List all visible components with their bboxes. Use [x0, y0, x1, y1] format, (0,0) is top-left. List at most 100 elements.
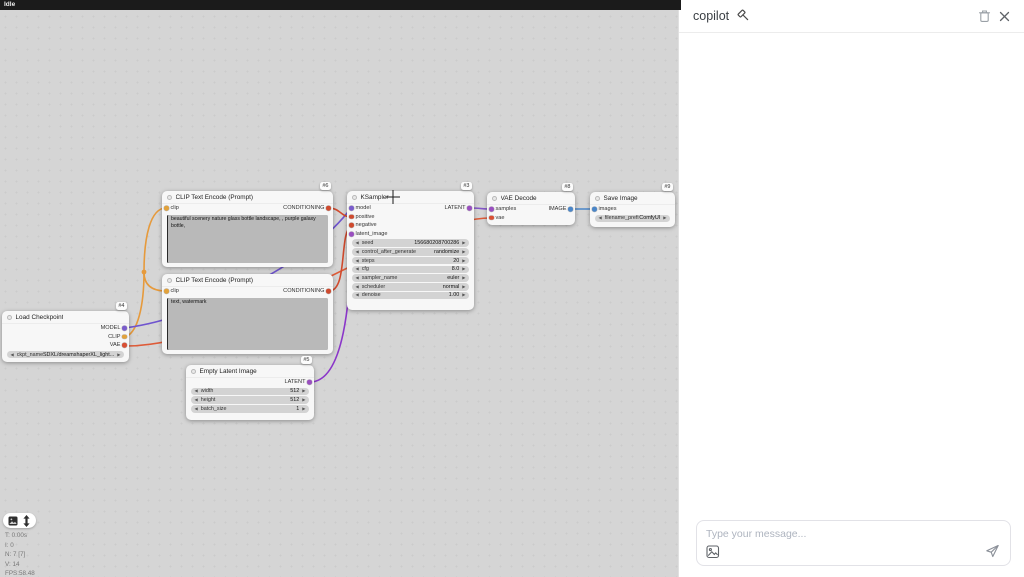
node-clip-text-encode-prompt[interactable]: #6 CLIP Text Encode (Prompt) clip CONDITION… [162, 181, 333, 267]
collapse-icon[interactable] [167, 277, 172, 283]
decrement-arrow-icon[interactable]: ◀ [355, 248, 359, 254]
prompt-textarea[interactable]: beautiful scenery nature glass bottle la… [167, 214, 328, 263]
message-input-box[interactable] [696, 520, 1011, 566]
input-slot-label: model [355, 205, 371, 212]
node-title-bar[interactable]: VAE Decode [487, 192, 575, 205]
widget-filename-prefix[interactable]: ◀ filename_prefix ComfyUI ▶ [595, 214, 670, 223]
output-slot-label: CLIP [108, 333, 121, 340]
widget-width[interactable]: ◀ width 512 ▶ [191, 387, 309, 396]
decrement-arrow-icon[interactable]: ◀ [194, 397, 198, 403]
decrement-arrow-icon[interactable]: ◀ [194, 405, 198, 411]
collapse-icon[interactable] [7, 314, 12, 320]
decrement-arrow-icon[interactable]: ◀ [194, 388, 198, 394]
input-slot-dot[interactable] [164, 289, 169, 294]
node-title-bar[interactable]: Save Image [590, 192, 675, 205]
widget-ckpt-name[interactable]: ◀ ckpt_name SDXL/dreamshaperXL_light... ▶ [7, 350, 124, 359]
collapse-icon[interactable] [595, 195, 600, 201]
canvas-toolbar [3, 513, 36, 528]
increment-arrow-icon[interactable]: ▶ [462, 257, 466, 263]
decrement-arrow-icon[interactable]: ◀ [355, 292, 359, 298]
node-id-badge: #9 [661, 182, 673, 191]
increment-arrow-icon[interactable]: ▶ [302, 405, 306, 411]
node-empty-latent-image[interactable]: #5 Empty Latent Image LATENT ◀ width 512 ▶ ◀ hei… [186, 355, 314, 420]
input-slot-label: clip [170, 288, 179, 295]
decrement-arrow-icon[interactable]: ◀ [598, 215, 602, 221]
widget-batch-size[interactable]: ◀ batch_size 1 ▶ [191, 405, 309, 413]
widget-control-after-generate[interactable]: ◀ control_after_generate randomize ▶ [352, 248, 469, 256]
output-slot-dot[interactable] [122, 326, 127, 331]
increment-arrow-icon[interactable]: ▶ [462, 292, 466, 298]
input-slot-dot[interactable] [349, 214, 354, 220]
widget-seed[interactable]: ◀ seed 156680208700286 ▶ [352, 239, 469, 248]
copilot-title: copilot [693, 9, 730, 23]
widget-denoise[interactable]: ◀ denoise 1.00 ▶ [352, 291, 469, 300]
increment-arrow-icon[interactable]: ▶ [462, 266, 466, 272]
collapse-icon[interactable] [191, 368, 196, 374]
node-title-bar[interactable]: Load Checkpoint [2, 311, 129, 324]
output-slot-dot[interactable] [326, 206, 331, 211]
input-slot-dot[interactable] [349, 206, 354, 211]
input-slot-label: negative [355, 222, 377, 229]
collapse-icon[interactable] [167, 194, 172, 200]
send-icon[interactable] [985, 544, 1000, 558]
output-slot-dot[interactable] [122, 334, 127, 340]
input-slot-dot[interactable] [164, 206, 169, 211]
input-slot-dot[interactable] [349, 223, 354, 228]
increment-arrow-icon[interactable]: ▶ [462, 240, 466, 246]
stat-time: T: 0.00s [5, 532, 28, 539]
widget-label: filename_prefix [604, 215, 640, 222]
increment-arrow-icon[interactable]: ▶ [462, 283, 466, 289]
input-slot-dot[interactable] [489, 215, 494, 221]
output-slot-dot[interactable] [568, 207, 573, 212]
increment-arrow-icon[interactable]: ▶ [302, 397, 306, 403]
message-input[interactable] [706, 526, 1001, 542]
fit-view-arrows-icon[interactable] [22, 514, 31, 527]
image-preview-toggle-icon[interactable] [8, 516, 18, 526]
widget-scheduler[interactable]: ◀ scheduler normal ▶ [352, 282, 469, 291]
node-save-image[interactable]: #9 Save Image images ◀ filename_prefix ComfyU… [590, 182, 675, 227]
widget-sampler-name[interactable]: ◀ sampler_name euler ▶ [352, 274, 469, 282]
increment-arrow-icon[interactable]: ▶ [462, 248, 466, 254]
increment-arrow-icon[interactable]: ▶ [462, 274, 466, 280]
collapse-icon[interactable] [492, 195, 497, 201]
node-title-bar[interactable]: CLIP Text Encode (Prompt) [162, 191, 333, 204]
input-slot-dot[interactable] [592, 207, 597, 212]
node-clip-text-encode-prompt[interactable]: CLIP Text Encode (Prompt) clip CONDITIONIN… [162, 274, 333, 354]
prompt-textarea[interactable]: text, watermark [167, 297, 328, 350]
decrement-arrow-icon[interactable]: ◀ [355, 283, 359, 289]
widget-label: seed [361, 240, 374, 247]
widget-label: sampler_name [361, 275, 398, 282]
status-bar: Idle [0, 0, 681, 10]
input-slot-dot[interactable] [349, 231, 354, 237]
decrement-arrow-icon[interactable]: ◀ [10, 351, 14, 357]
collapse-icon[interactable] [352, 194, 357, 200]
decrement-arrow-icon[interactable]: ◀ [355, 266, 359, 272]
increment-arrow-icon[interactable]: ▶ [117, 351, 121, 357]
output-slot-dot[interactable] [326, 289, 331, 294]
node-vae-decode[interactable]: #8 VAE Decode samples IMAGE vae [487, 182, 575, 225]
input-slot-dot[interactable] [489, 207, 494, 212]
output-slot-dot[interactable] [122, 343, 127, 348]
node-title-bar[interactable]: KSampler [347, 191, 474, 204]
decrement-arrow-icon[interactable]: ◀ [355, 274, 359, 280]
output-slot-dot[interactable] [307, 380, 312, 385]
reroute-dot[interactable] [141, 269, 147, 275]
widget-height[interactable]: ◀ height 512 ▶ [191, 396, 309, 404]
node-load-checkpoint[interactable]: #4 Load Checkpoint MODEL CLIP VAE ◀ ckpt_name S… [2, 301, 129, 362]
trash-icon[interactable] [978, 9, 991, 23]
increment-arrow-icon[interactable]: ▶ [663, 215, 667, 221]
output-slot-dot[interactable] [467, 206, 472, 211]
node-canvas[interactable]: #4 Load Checkpoint MODEL CLIP VAE ◀ ckpt_name S… [0, 0, 678, 577]
decrement-arrow-icon[interactable]: ◀ [355, 257, 359, 263]
node-ksampler[interactable]: #3 KSampler model LATENT positive negative lat… [347, 181, 474, 310]
attach-image-icon[interactable] [706, 545, 720, 559]
decrement-arrow-icon[interactable]: ◀ [355, 240, 359, 246]
input-slot-label: latent_image [355, 231, 388, 238]
widget-steps[interactable]: ◀ steps 20 ▶ [352, 256, 469, 265]
widget-cfg[interactable]: ◀ cfg 8.0 ▶ [352, 265, 469, 274]
increment-arrow-icon[interactable]: ▶ [302, 388, 306, 394]
node-title-bar[interactable]: CLIP Text Encode (Prompt) [162, 274, 333, 287]
close-icon[interactable] [999, 11, 1010, 22]
node-title-bar[interactable]: Empty Latent Image [186, 365, 314, 378]
